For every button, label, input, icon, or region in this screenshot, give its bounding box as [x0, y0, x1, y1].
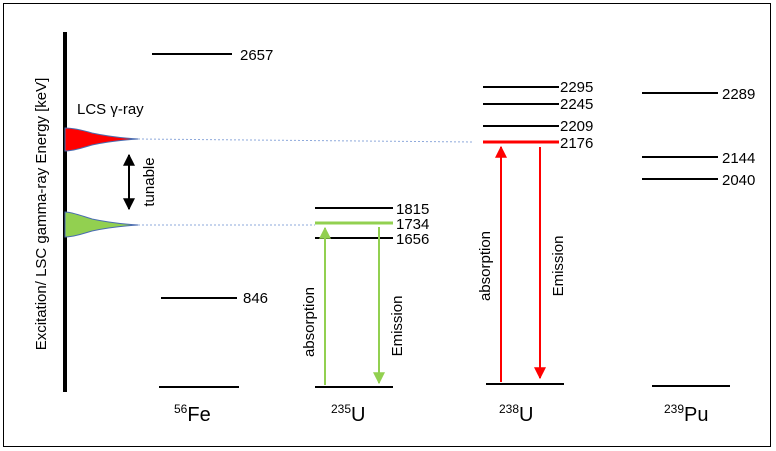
u238-nucleus-label: 238U [499, 402, 533, 426]
u238-level-2295-label: 2295 [560, 79, 593, 96]
pu239-level-2040-label: 2040 [722, 172, 755, 189]
u235-level-1815-label: 1815 [396, 201, 429, 218]
energy-axis-label: Excitation/ LSC gamma-ray Energy [keV] [33, 78, 50, 351]
u235-emission-label: Emission [389, 296, 406, 357]
u235-level-1734-label: 1734 [396, 216, 429, 233]
u235-nucleus-label: 235U [331, 402, 365, 426]
u235-level-1656-label: 1656 [396, 231, 429, 248]
fe56-level-846-label: 846 [243, 290, 268, 307]
u238-level-2245-label: 2245 [560, 96, 593, 113]
lcs-gamma-ray-label: LCS γ-ray [77, 101, 144, 118]
lcs-peak-red [64, 127, 139, 152]
fe56-nucleus-label: 56Fe [174, 402, 211, 426]
pu239-nucleus-label: 239Pu [664, 402, 709, 426]
diagram-frame: Excitation/ LSC gamma-ray Energy [keV] L… [3, 3, 771, 447]
pu239-level-2289-label: 2289 [722, 86, 755, 103]
dashed-guide-238u [137, 138, 475, 143]
tunable-label: tunable [141, 157, 158, 206]
u238-absorption-label: absorption [477, 231, 494, 301]
u238-level-2176-label: 2176 [560, 135, 593, 152]
u238-emission-label: Emission [550, 236, 567, 297]
lcs-peak-green [64, 211, 139, 238]
nuclear-levels-diagram: Excitation/ LSC gamma-ray Energy [keV] L… [33, 32, 755, 426]
pu239-level-2144-label: 2144 [722, 150, 755, 167]
fe56-level-2657-label: 2657 [240, 47, 273, 64]
u238-level-2209-label: 2209 [560, 118, 593, 135]
u235-absorption-label: absorption [301, 287, 318, 357]
